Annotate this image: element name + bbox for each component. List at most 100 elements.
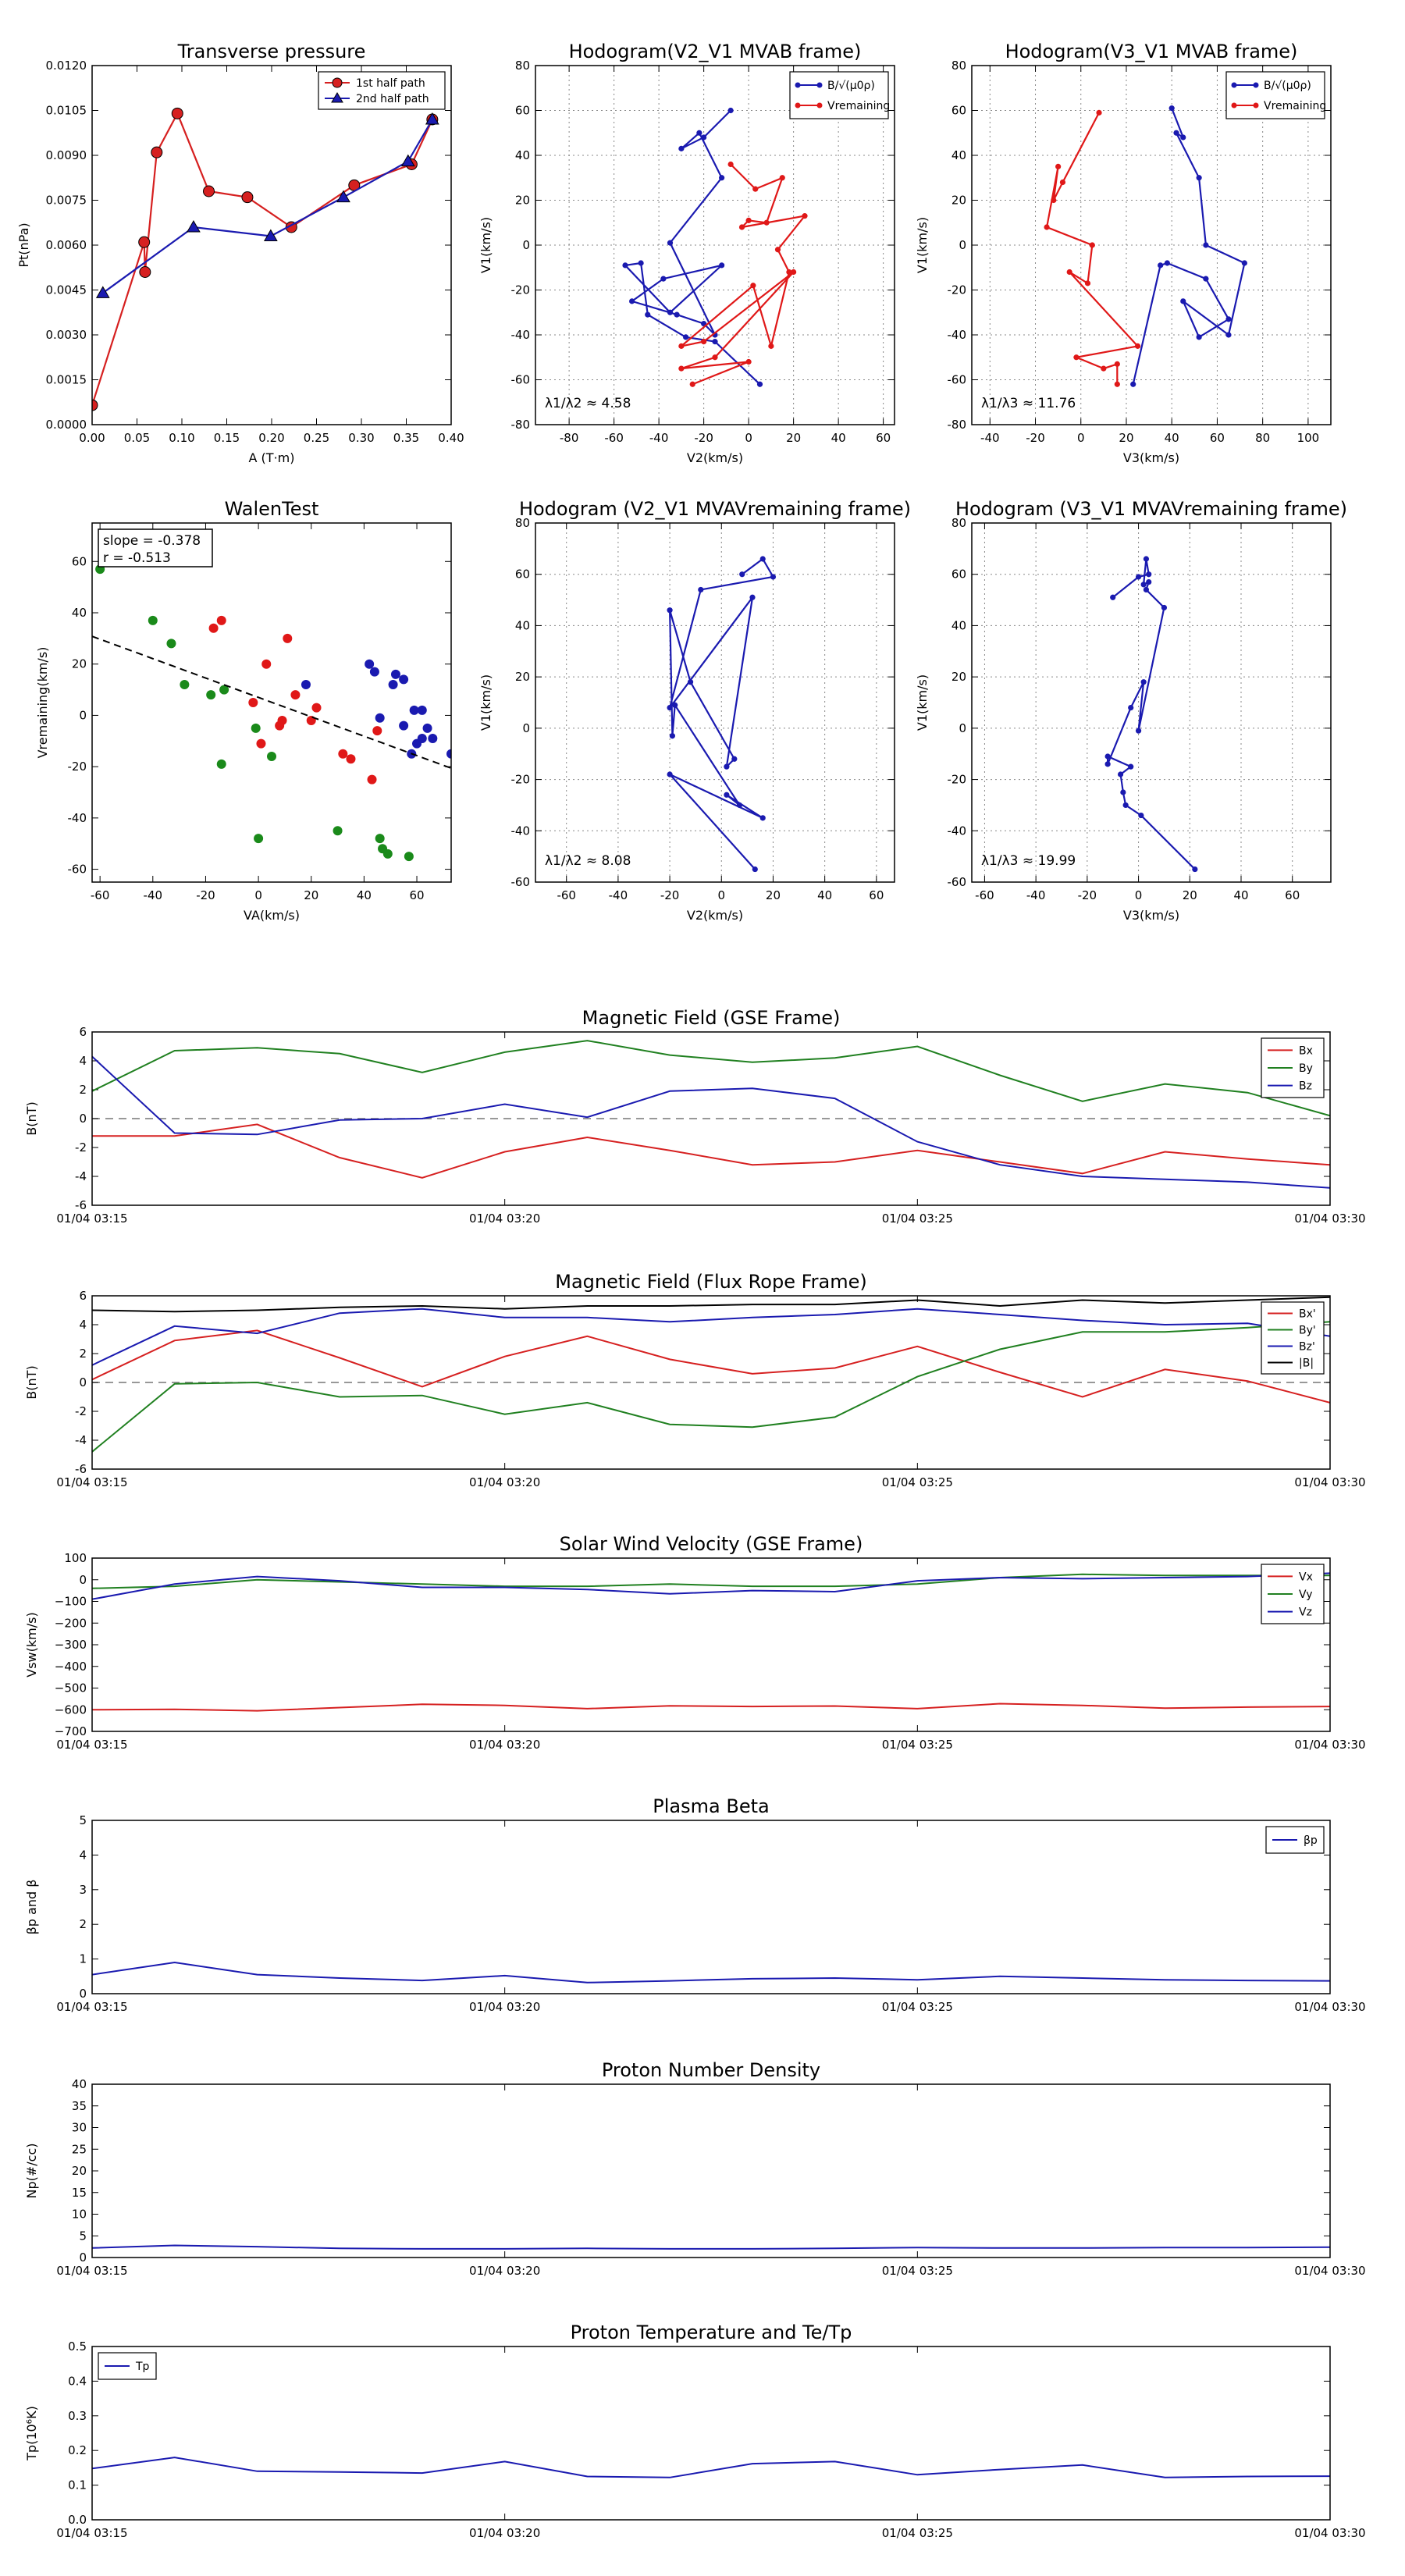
chart-title: Transverse pressure bbox=[177, 41, 366, 62]
x-axis-label: VA(km/s) bbox=[244, 908, 300, 923]
data-point bbox=[1066, 269, 1072, 276]
y-tick-label: 60 bbox=[72, 554, 87, 568]
chart-title: Magnetic Field (Flux Rope Frame) bbox=[555, 1271, 866, 1293]
x-axis-label: V3(km/s) bbox=[1123, 450, 1179, 465]
y-tick-label: 0 bbox=[79, 1112, 87, 1126]
x-tick-label: 01/04 03:25 bbox=[882, 2000, 953, 2014]
legend-box bbox=[789, 71, 889, 119]
data-point bbox=[1180, 298, 1186, 304]
x-tick-label: 40 bbox=[817, 888, 832, 902]
data-point bbox=[719, 262, 725, 269]
data-point bbox=[390, 669, 400, 679]
series-line bbox=[1045, 112, 1140, 385]
series-line bbox=[92, 1296, 1330, 1313]
data-point bbox=[763, 219, 770, 226]
y-axis-label: V1(km/s) bbox=[915, 217, 930, 273]
chart-title: Hodogram (V2_V1 MVAVremaining frame) bbox=[519, 498, 911, 520]
legend: Bx By Bz bbox=[1261, 1037, 1325, 1098]
plot-frame bbox=[971, 522, 1332, 883]
legend-marker bbox=[332, 77, 343, 88]
plot-frame bbox=[535, 65, 895, 425]
data-point bbox=[1130, 381, 1136, 387]
data-point bbox=[629, 298, 635, 304]
fit-line bbox=[92, 635, 451, 770]
y-axis-label: βp and β bbox=[24, 1880, 39, 1935]
chart-hodo2: -40 -20 0 20 40 60 80 100 -80 -60 -40 -20 0 20 40 60 80 H… bbox=[915, 41, 1332, 465]
chart-title: Proton Number Density bbox=[602, 2059, 820, 2081]
data-point bbox=[756, 381, 763, 387]
data-point bbox=[248, 698, 258, 707]
data-point bbox=[1146, 571, 1152, 578]
x-tick-label: 01/04 03:20 bbox=[469, 2526, 540, 2540]
data-point bbox=[1192, 866, 1198, 873]
y-tick-label: -60 bbox=[948, 875, 967, 889]
series-line bbox=[92, 1961, 1330, 1984]
y-tick-label: 0.1 bbox=[68, 2478, 87, 2492]
data-point bbox=[369, 667, 379, 677]
data-point bbox=[674, 311, 680, 318]
x-tick-label: 0.40 bbox=[438, 431, 464, 445]
chart-tp: 0.00 0.05 0.10 0.15 0.20 0.25 0.30 0.35 0.40 0.00… bbox=[16, 41, 464, 465]
y-tick-label: −600 bbox=[55, 1703, 87, 1717]
data-point bbox=[724, 792, 730, 798]
legend-marker bbox=[795, 82, 801, 88]
y-tick-label: -80 bbox=[511, 418, 531, 432]
legend: βp bbox=[1265, 1826, 1325, 1854]
plot-frame bbox=[535, 522, 895, 883]
y-tick-label: -60 bbox=[948, 373, 967, 387]
x-tick-label: 01/04 03:20 bbox=[469, 1475, 540, 1489]
legend-label: βp bbox=[1304, 1834, 1318, 1847]
data-point bbox=[768, 343, 774, 349]
x-tick-label: 01/04 03:30 bbox=[1294, 2264, 1365, 2278]
data-point bbox=[667, 771, 673, 777]
y-axis-label: Vremaining(km/s) bbox=[35, 647, 50, 759]
data-point bbox=[151, 146, 163, 158]
stats-line: r = -0.513 bbox=[103, 550, 171, 566]
x-tick-label: 01/04 03:25 bbox=[882, 1738, 953, 1752]
chart-hodo1: -80 -60 -40 -20 0 20 40 60 -80 -60 -40 -20 0 20 40 60 80… bbox=[478, 41, 895, 465]
y-tick-label: −500 bbox=[55, 1681, 87, 1695]
x-axis-label: V2(km/s) bbox=[687, 908, 743, 923]
data-point bbox=[251, 723, 261, 733]
y-tick-label: 0.5 bbox=[68, 2339, 87, 2354]
data-point bbox=[727, 161, 734, 168]
y-tick-label: 0.0 bbox=[68, 2513, 87, 2527]
data-point bbox=[311, 703, 322, 713]
plot-frame bbox=[91, 1557, 1331, 1732]
legend-label: Vremaining bbox=[827, 100, 890, 112]
y-tick-label: −700 bbox=[55, 1724, 87, 1738]
y-tick-label: 30 bbox=[72, 2121, 87, 2135]
y-tick-label: 35 bbox=[72, 2099, 87, 2113]
y-tick-label: 0 bbox=[79, 1375, 87, 1389]
y-tick-label: 0.0075 bbox=[46, 194, 87, 208]
data-point bbox=[400, 154, 415, 167]
data-point bbox=[338, 749, 348, 759]
plot-area bbox=[92, 1040, 1330, 1189]
data-point bbox=[678, 343, 685, 349]
x-tick-label: -60 bbox=[975, 888, 994, 902]
y-tick-label: -20 bbox=[511, 283, 531, 297]
y-tick-label: 0 bbox=[79, 708, 87, 722]
x-tick-label: -40 bbox=[609, 888, 628, 902]
plot-area bbox=[92, 107, 439, 411]
y-tick-label: -40 bbox=[948, 328, 967, 342]
series-line bbox=[92, 2457, 1330, 2478]
plot-area bbox=[1104, 556, 1198, 873]
plot-area bbox=[92, 564, 451, 862]
data-point bbox=[719, 175, 725, 181]
x-tick-label: 20 bbox=[304, 888, 318, 902]
x-tick-label: 01/04 03:20 bbox=[469, 2000, 540, 2014]
y-tick-label: 0 bbox=[79, 1573, 87, 1587]
legend-label: Vz bbox=[1299, 1606, 1312, 1619]
series-line bbox=[681, 163, 807, 386]
y-tick-label: 60 bbox=[951, 104, 966, 118]
y-tick-label: 0.0060 bbox=[46, 238, 87, 252]
x-tick-label: 0.20 bbox=[258, 431, 284, 445]
legend-marker bbox=[1231, 102, 1237, 109]
y-axis-label: Tp(10⁶K) bbox=[24, 2406, 39, 2461]
data-point bbox=[388, 680, 398, 689]
data-point bbox=[1114, 381, 1120, 387]
data-point bbox=[752, 866, 758, 873]
data-point bbox=[745, 358, 752, 365]
plot-frame bbox=[91, 1295, 1331, 1470]
